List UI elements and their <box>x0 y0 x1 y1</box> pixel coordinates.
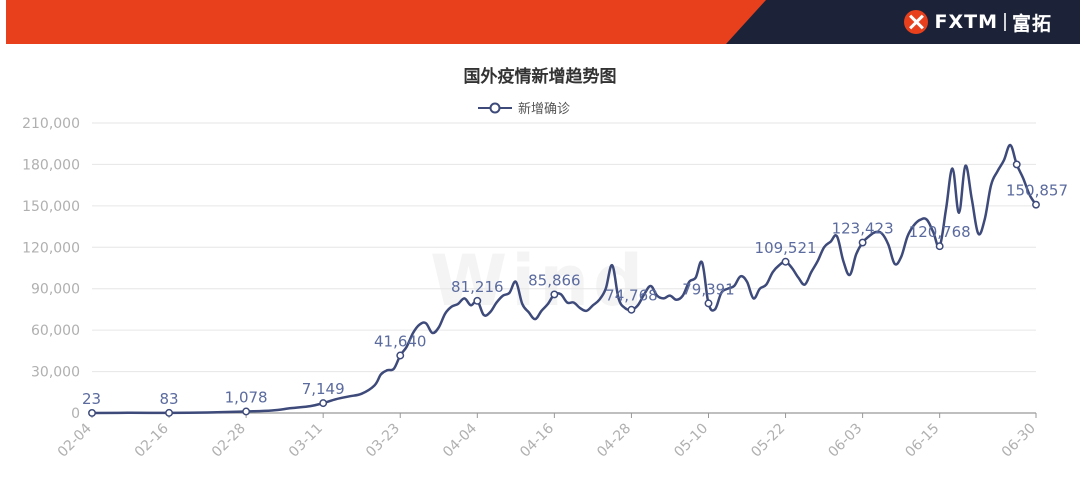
data-label: 85,866 <box>528 271 581 289</box>
data-point-marker <box>88 409 96 417</box>
data-point-marker <box>781 257 790 266</box>
series-line <box>91 143 1038 415</box>
data-label: 79,391 <box>682 280 735 298</box>
x-tick-label: 02-04 <box>55 420 95 460</box>
x-tick-label: 05-10 <box>671 421 711 461</box>
series-line-path <box>91 143 1038 415</box>
legend-label: 新增确诊 <box>518 102 571 117</box>
x-tick-label: 06-03 <box>825 421 865 461</box>
y-tick-label: 30,000 <box>31 365 80 381</box>
y-tick-label: 120,000 <box>22 240 80 256</box>
legend-line-marker-icon <box>478 102 512 113</box>
data-point-marker <box>550 290 559 299</box>
y-tick-label: 0 <box>71 406 80 422</box>
data-point-marker <box>396 351 405 360</box>
data-point-marker <box>704 299 713 308</box>
x-tick-label: 06-30 <box>999 421 1039 461</box>
brand-name: FXTM <box>934 11 998 33</box>
data-label: 120,768 <box>909 223 971 241</box>
data-labels: 23 83 1,078 7,149 41,640 81,216 85,866 74,768 79… <box>82 182 1068 408</box>
y-tick-label: 60,000 <box>31 323 80 339</box>
y-axis-tick-labels: 0 30,000 60,000 90,000 120,000 150,000 180,000… <box>22 116 80 422</box>
data-label: 109,521 <box>755 239 817 257</box>
chart-title: 国外疫情新增趋势图 <box>463 67 617 87</box>
data-markers <box>88 160 1040 417</box>
y-tick-label: 150,000 <box>22 199 80 215</box>
banner-red-band <box>6 0 766 44</box>
data-point-marker <box>858 238 867 247</box>
data-label: 1,078 <box>225 389 268 407</box>
data-point-marker <box>165 408 174 417</box>
y-tick-label: 90,000 <box>31 282 80 298</box>
fxtm-logo: FXTM 富拓 <box>904 9 1052 35</box>
data-label: 150,857 <box>1006 182 1068 200</box>
x-tick-label: 03-11 <box>286 421 326 461</box>
data-point-marker <box>1012 160 1021 169</box>
data-label: 83 <box>160 390 179 408</box>
data-label: 74,768 <box>605 287 658 305</box>
x-tick-label: 02-28 <box>209 421 249 461</box>
grid-lines <box>92 122 1036 373</box>
y-tick-label: 210,000 <box>22 116 80 132</box>
x-tick-label: 05-22 <box>748 421 788 461</box>
x-tick-label: 04-16 <box>517 420 557 460</box>
data-label: 23 <box>82 390 101 408</box>
x-tick-label: 04-28 <box>594 421 634 461</box>
data-point-marker <box>242 407 251 416</box>
data-point-marker <box>627 305 636 314</box>
y-tick-label: 180,000 <box>22 157 80 173</box>
data-point-marker <box>319 399 328 408</box>
header-banner: FXTM 富拓 <box>0 0 1080 44</box>
data-label: 123,423 <box>832 220 894 238</box>
brand-name-cn: 富拓 <box>1011 12 1052 35</box>
x-axis: 02-04 02-16 02-28 03-11 03-23 04-04 04-16 04-28… <box>55 412 1039 461</box>
x-tick-label: 03-23 <box>363 421 403 461</box>
data-label: 41,640 <box>374 332 427 350</box>
chart-legend[interactable]: 新增确诊 <box>478 98 570 117</box>
data-label: 81,216 <box>451 278 504 296</box>
x-tick-label: 04-04 <box>440 420 480 460</box>
x-tick-label: 06-15 <box>902 421 942 461</box>
fxtm-logo-icon <box>904 10 929 34</box>
data-label: 7,149 <box>302 380 345 398</box>
x-tick-label: 02-16 <box>132 420 172 460</box>
data-point-marker <box>473 296 482 305</box>
banner-dark-band <box>726 0 1080 44</box>
logo-separator <box>1003 13 1006 31</box>
data-point-marker <box>1032 200 1040 209</box>
data-point-marker <box>935 242 944 251</box>
